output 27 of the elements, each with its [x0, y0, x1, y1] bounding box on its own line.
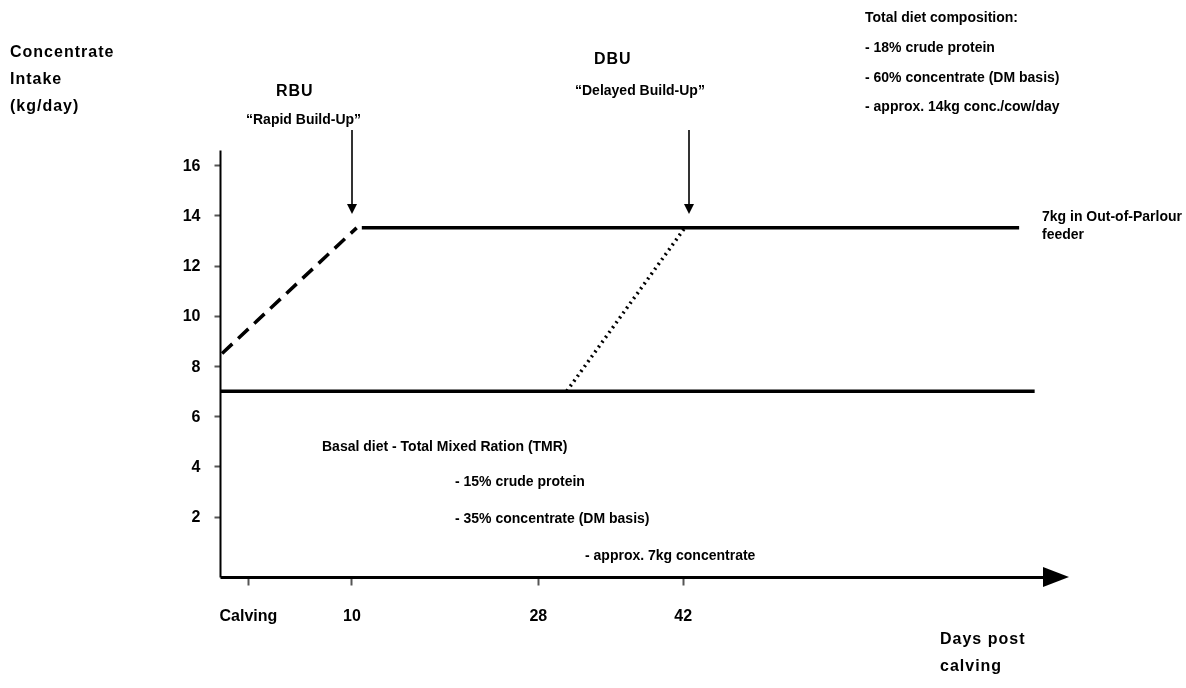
annotation: - approx. 7kg concentrate [585, 546, 756, 564]
text: DBU [594, 49, 632, 69]
text: - 18% crude protein [865, 38, 995, 56]
text: - approx. 14kg conc./cow/day [865, 97, 1060, 115]
text: Total diet composition: [865, 8, 1018, 26]
y-tick-label: 10 [182, 307, 201, 325]
annotation: - 15% crude protein [455, 472, 585, 490]
x-tick-label: 28 [529, 606, 548, 624]
x-tick-label: 42 [674, 606, 693, 624]
annotation: - 35% concentrate (DM basis) [455, 509, 650, 527]
y-axis-title: Concentrate Intake (kg/day) [10, 42, 116, 116]
text: RBU [276, 81, 314, 101]
x-tick-label: 10 [343, 606, 361, 624]
annotation: 7kg in Out-of-Parlour feeder [1042, 207, 1182, 243]
text: “Rapid Build-Up” [246, 110, 362, 128]
annotation: Basal diet - Total Mixed Ration (TMR) [322, 437, 568, 455]
text: - 60% concentrate (DM basis) [865, 68, 1060, 86]
y-tick-label: 14 [182, 206, 201, 224]
y-tick-label: 16 [182, 156, 201, 174]
y-tick-label: 6 [191, 407, 201, 425]
y-tick-label: 4 [191, 457, 201, 475]
x-tick-label: Calving [219, 606, 278, 624]
y-tick-label: 8 [191, 357, 201, 375]
y-tick-label: 12 [182, 257, 201, 275]
y-tick-label: 2 [191, 508, 201, 526]
x-axis-title: Days post calving [940, 629, 1027, 676]
text: “Delayed Build-Up” [575, 81, 705, 99]
